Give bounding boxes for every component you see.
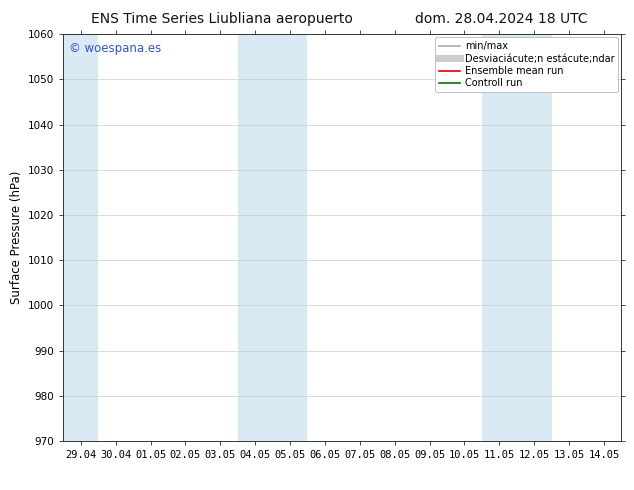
Text: ENS Time Series Liubliana aeropuerto: ENS Time Series Liubliana aeropuerto (91, 12, 353, 26)
Bar (238, 34, 307, 441)
Y-axis label: Surface Pressure (hPa): Surface Pressure (hPa) (10, 171, 23, 304)
Legend: min/max, Desviaciácute;n estácute;ndar, Ensemble mean run, Controll run: min/max, Desviaciácute;n estácute;ndar, … (435, 37, 618, 92)
Bar (63, 34, 98, 441)
Text: dom. 28.04.2024 18 UTC: dom. 28.04.2024 18 UTC (415, 12, 587, 26)
Bar (482, 34, 552, 441)
Text: © woespana.es: © woespana.es (69, 43, 161, 55)
